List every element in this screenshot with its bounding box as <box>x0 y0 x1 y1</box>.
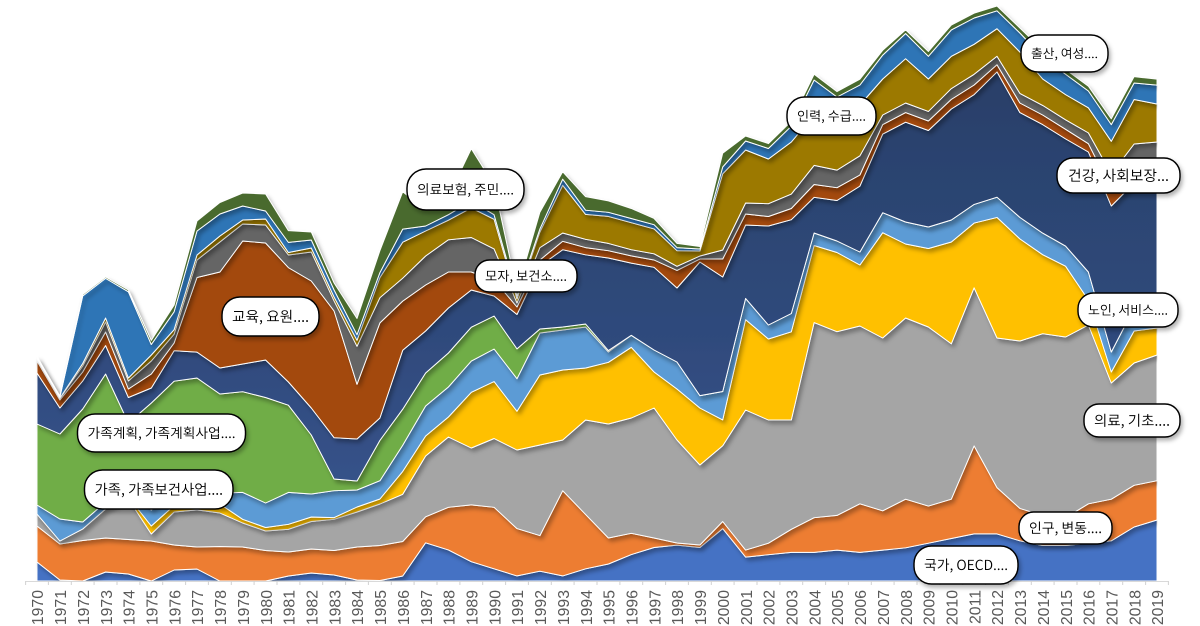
svg-text:1978: 1978 <box>213 590 230 625</box>
svg-text:1987: 1987 <box>419 590 436 625</box>
svg-text:1985: 1985 <box>373 590 390 625</box>
svg-text:2017: 2017 <box>1105 590 1122 625</box>
svg-text:1988: 1988 <box>442 590 459 625</box>
svg-text:1989: 1989 <box>465 590 482 625</box>
svg-text:2001: 2001 <box>739 590 756 625</box>
svg-text:1971: 1971 <box>53 590 70 625</box>
svg-text:2007: 2007 <box>876 590 893 625</box>
svg-text:2012: 2012 <box>990 590 1007 625</box>
svg-text:2009: 2009 <box>922 590 939 625</box>
svg-text:1999: 1999 <box>693 590 710 625</box>
svg-text:2016: 2016 <box>1082 590 1099 625</box>
svg-text:2013: 2013 <box>1013 590 1030 625</box>
svg-text:1974: 1974 <box>122 590 139 625</box>
svg-text:2000: 2000 <box>716 590 733 625</box>
svg-text:1973: 1973 <box>99 590 116 625</box>
svg-text:1993: 1993 <box>556 590 573 625</box>
svg-text:1981: 1981 <box>282 590 299 625</box>
svg-text:1977: 1977 <box>190 590 207 625</box>
svg-text:2019: 2019 <box>1150 590 1167 625</box>
svg-text:1982: 1982 <box>305 590 322 625</box>
svg-text:1998: 1998 <box>670 590 687 625</box>
svg-text:2003: 2003 <box>785 590 802 625</box>
svg-text:2011: 2011 <box>967 590 984 624</box>
svg-text:2002: 2002 <box>762 590 779 625</box>
svg-text:1992: 1992 <box>533 590 550 625</box>
svg-text:1979: 1979 <box>236 590 253 625</box>
svg-text:1997: 1997 <box>647 590 664 625</box>
svg-text:1980: 1980 <box>259 590 276 625</box>
svg-text:2010: 2010 <box>945 590 962 625</box>
svg-text:2004: 2004 <box>807 590 824 625</box>
svg-text:2018: 2018 <box>1127 590 1144 625</box>
svg-text:2006: 2006 <box>853 590 870 625</box>
svg-text:1994: 1994 <box>579 590 596 625</box>
svg-text:1984: 1984 <box>350 590 367 625</box>
svg-text:1983: 1983 <box>327 590 344 625</box>
svg-text:1975: 1975 <box>145 590 162 625</box>
svg-text:2015: 2015 <box>1059 590 1076 625</box>
svg-text:2008: 2008 <box>899 590 916 625</box>
svg-text:1995: 1995 <box>602 590 619 625</box>
svg-text:1991: 1991 <box>510 590 527 625</box>
svg-text:1970: 1970 <box>30 590 47 625</box>
svg-text:1972: 1972 <box>76 590 93 625</box>
svg-text:2014: 2014 <box>1036 590 1053 625</box>
svg-text:1996: 1996 <box>625 590 642 625</box>
svg-text:2005: 2005 <box>830 590 847 625</box>
svg-text:1986: 1986 <box>396 590 413 625</box>
svg-text:1990: 1990 <box>487 590 504 625</box>
svg-text:1976: 1976 <box>167 590 184 625</box>
